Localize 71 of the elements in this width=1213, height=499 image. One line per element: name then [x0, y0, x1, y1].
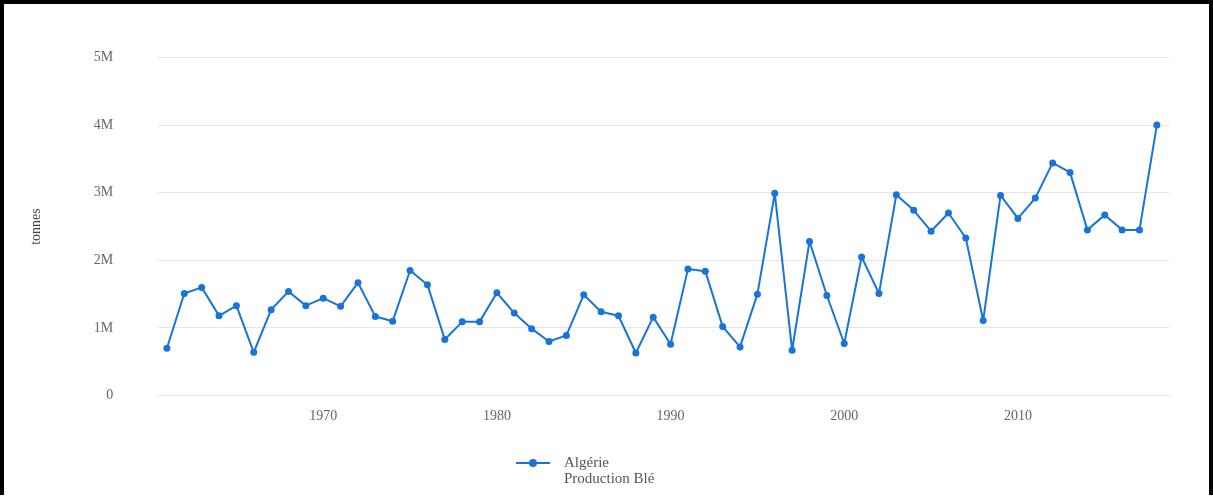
point	[163, 344, 171, 352]
point	[771, 189, 779, 197]
point	[302, 302, 310, 310]
point	[528, 325, 536, 333]
y-tick-label: 1M	[93, 319, 114, 335]
point	[962, 234, 970, 242]
point	[267, 306, 275, 314]
point	[1014, 214, 1022, 222]
point	[910, 206, 918, 214]
point	[198, 283, 206, 291]
point	[788, 346, 796, 354]
point	[354, 279, 362, 287]
point	[614, 312, 622, 320]
point	[1118, 226, 1126, 234]
point	[1031, 194, 1039, 202]
point	[719, 323, 727, 331]
point	[180, 289, 188, 297]
point	[371, 312, 379, 320]
x-tick-label: 2010	[1003, 407, 1032, 423]
point	[232, 302, 240, 310]
point	[875, 289, 883, 297]
point	[684, 265, 692, 273]
y-axis-title: tonnes	[28, 208, 44, 245]
point	[892, 191, 900, 199]
point	[441, 335, 449, 343]
y-tick-label: 3M	[93, 184, 114, 200]
point	[649, 313, 657, 321]
point	[389, 317, 397, 325]
point	[997, 191, 1005, 199]
x-tick-label: 1970	[309, 407, 338, 423]
point	[319, 294, 327, 302]
point	[1101, 211, 1109, 219]
point	[250, 348, 258, 356]
point	[215, 312, 223, 320]
y-tick-label: 0	[106, 387, 114, 403]
point	[458, 318, 466, 326]
x-tick-label: 1990	[656, 407, 685, 423]
point	[493, 289, 501, 297]
point	[667, 340, 675, 348]
x-tick-label: 2000	[830, 407, 859, 423]
point	[423, 281, 431, 289]
point	[632, 349, 640, 357]
point	[1049, 159, 1057, 167]
point	[1153, 121, 1161, 129]
y-tick-label: 2M	[93, 251, 114, 267]
point	[597, 308, 605, 316]
legend-label: Algérie Production Blé	[564, 454, 656, 486]
point	[858, 253, 866, 261]
point	[510, 309, 518, 317]
point	[823, 291, 831, 299]
point	[562, 331, 570, 339]
point	[701, 267, 709, 275]
point	[806, 237, 814, 245]
point	[1066, 168, 1074, 176]
point	[406, 266, 414, 274]
point	[1083, 226, 1091, 234]
x-tick-label: 1980	[482, 407, 511, 423]
y-tick-label: 5M	[93, 49, 114, 65]
point	[545, 337, 553, 345]
point	[944, 209, 952, 217]
point	[1135, 226, 1143, 234]
point	[476, 318, 484, 326]
point	[337, 302, 345, 310]
point	[840, 340, 848, 348]
point	[979, 317, 987, 325]
point	[927, 227, 935, 235]
point	[580, 291, 588, 299]
point	[736, 343, 744, 351]
y-tick-label: 4M	[93, 116, 114, 132]
point	[285, 287, 292, 295]
point	[753, 290, 761, 298]
